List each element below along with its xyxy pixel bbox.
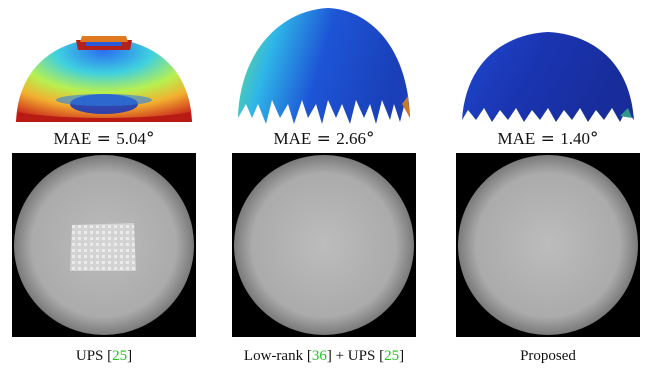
mae-label-lowrank-ups: MAE = 2.66° xyxy=(273,129,375,149)
panel-proposed: MAE = 1.40° Proposed xyxy=(456,0,640,381)
rendered-image-lowrank-ups xyxy=(232,153,416,337)
panel-ups: MAE = 5.04° UPS [25] xyxy=(12,0,196,381)
rendered-image-proposed xyxy=(456,153,640,337)
normal-error-map-lowrank-ups xyxy=(238,8,410,124)
caption-ups: UPS [25] xyxy=(75,348,133,364)
citation-link[interactable]: 36 xyxy=(311,348,327,364)
citation-link[interactable]: 25 xyxy=(384,348,400,364)
rendered-image-ups xyxy=(12,153,196,337)
normal-error-map-proposed xyxy=(462,32,634,122)
citation-link[interactable]: 25 xyxy=(112,348,128,364)
caption-lowrank-ups: Low-rank [36] + UPS [25] xyxy=(243,348,405,364)
panel-lowrank-ups: MAE = 2.66° Low-rank [36] + UPS [25] xyxy=(232,0,416,381)
mae-label-ups: MAE = 5.04° xyxy=(53,129,155,149)
mae-label-proposed: MAE = 1.40° xyxy=(497,129,599,149)
normal-error-map-ups xyxy=(16,36,192,122)
caption-proposed: Proposed xyxy=(520,348,576,364)
